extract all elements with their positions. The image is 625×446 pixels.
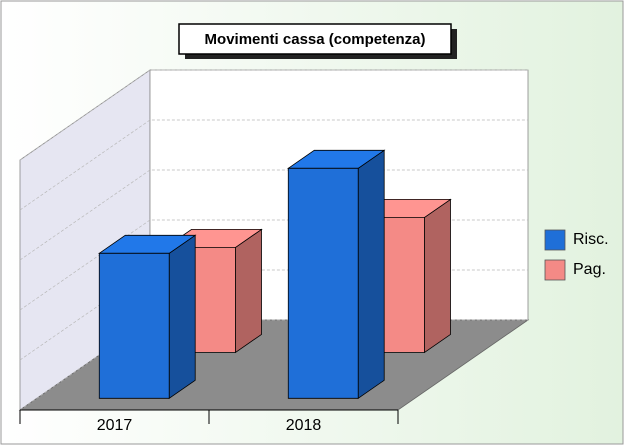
legend-label: Risc. [573,231,609,248]
bar-side [235,228,262,354]
bar-side [424,198,451,354]
legend-label: Pag. [573,261,606,278]
bar-side [168,234,196,400]
x-tick-label: 2017 [97,417,133,434]
grid-line [19,169,528,261]
legend-swatch [544,229,566,251]
legend-swatch [544,259,566,281]
bar [287,167,359,399]
x-tick-label: 2018 [286,417,322,434]
grid-line [19,119,528,211]
chart-title: Movimenti cassa (competenza) [205,31,426,48]
grid-line [19,69,528,161]
title-box [178,23,452,55]
bar [98,252,170,399]
bar-side [357,149,385,400]
plot-area: 2017 2018 [18,69,530,434]
